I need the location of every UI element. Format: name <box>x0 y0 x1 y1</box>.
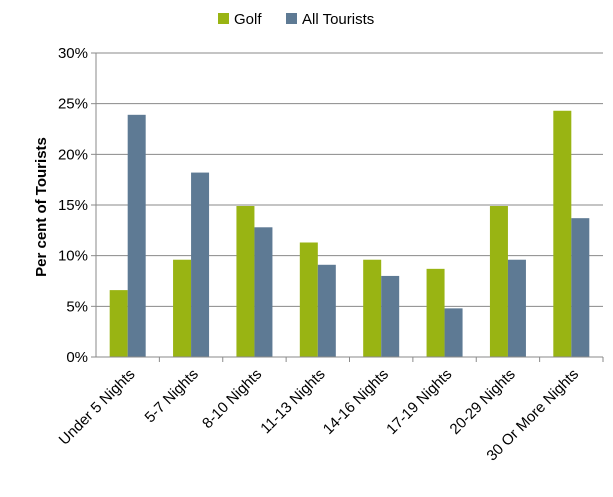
x-tick-label: 8-10 Nights <box>199 366 265 432</box>
gridlines <box>91 52 603 358</box>
x-tick-label: 11-13 Nights <box>257 366 328 437</box>
y-tick-label: 0% <box>66 349 88 366</box>
x-tick-label: 17-19 Nights <box>383 366 455 438</box>
bar-golf <box>363 259 382 357</box>
bar-all-tourists <box>381 275 400 357</box>
bar-golf <box>426 268 445 357</box>
y-tick-label: 30% <box>58 45 88 62</box>
bar-all-tourists <box>444 308 463 357</box>
x-tick-label: 5-7 Nights <box>142 366 202 426</box>
legend-label: Golf <box>234 11 262 28</box>
bar-golf <box>299 242 318 357</box>
y-tick-label: 10% <box>58 248 88 265</box>
bar-all-tourists <box>317 264 336 357</box>
y-tick-label: 25% <box>58 96 88 113</box>
bar-golf <box>173 259 192 357</box>
bar-all-tourists <box>254 227 273 357</box>
bar-all-tourists <box>571 218 590 357</box>
y-tick-label: 20% <box>58 146 88 163</box>
legend-swatch <box>218 13 229 24</box>
bar-golf <box>553 110 572 357</box>
y-tick-label: 5% <box>66 298 88 315</box>
bar-all-tourists <box>191 172 210 357</box>
bar-golf <box>109 290 128 357</box>
y-axis-label: Per cent of Tourists <box>33 137 50 277</box>
bar-all-tourists <box>127 114 146 358</box>
legend: Golf All Tourists <box>218 11 374 28</box>
x-tick-label: 14-16 Nights <box>320 366 392 438</box>
legend-swatch <box>286 13 297 24</box>
bars <box>109 110 590 358</box>
legend-label: All Tourists <box>302 11 374 28</box>
y-tick-label: 15% <box>58 197 88 214</box>
bar-golf <box>236 206 255 357</box>
bar-all-tourists <box>507 259 526 357</box>
x-tick-label: Under 5 Nights <box>56 366 139 449</box>
y-axis-ticks: 0% 5% 10% 15% 20% 25% 30% <box>58 45 88 366</box>
bar-golf <box>489 206 508 357</box>
